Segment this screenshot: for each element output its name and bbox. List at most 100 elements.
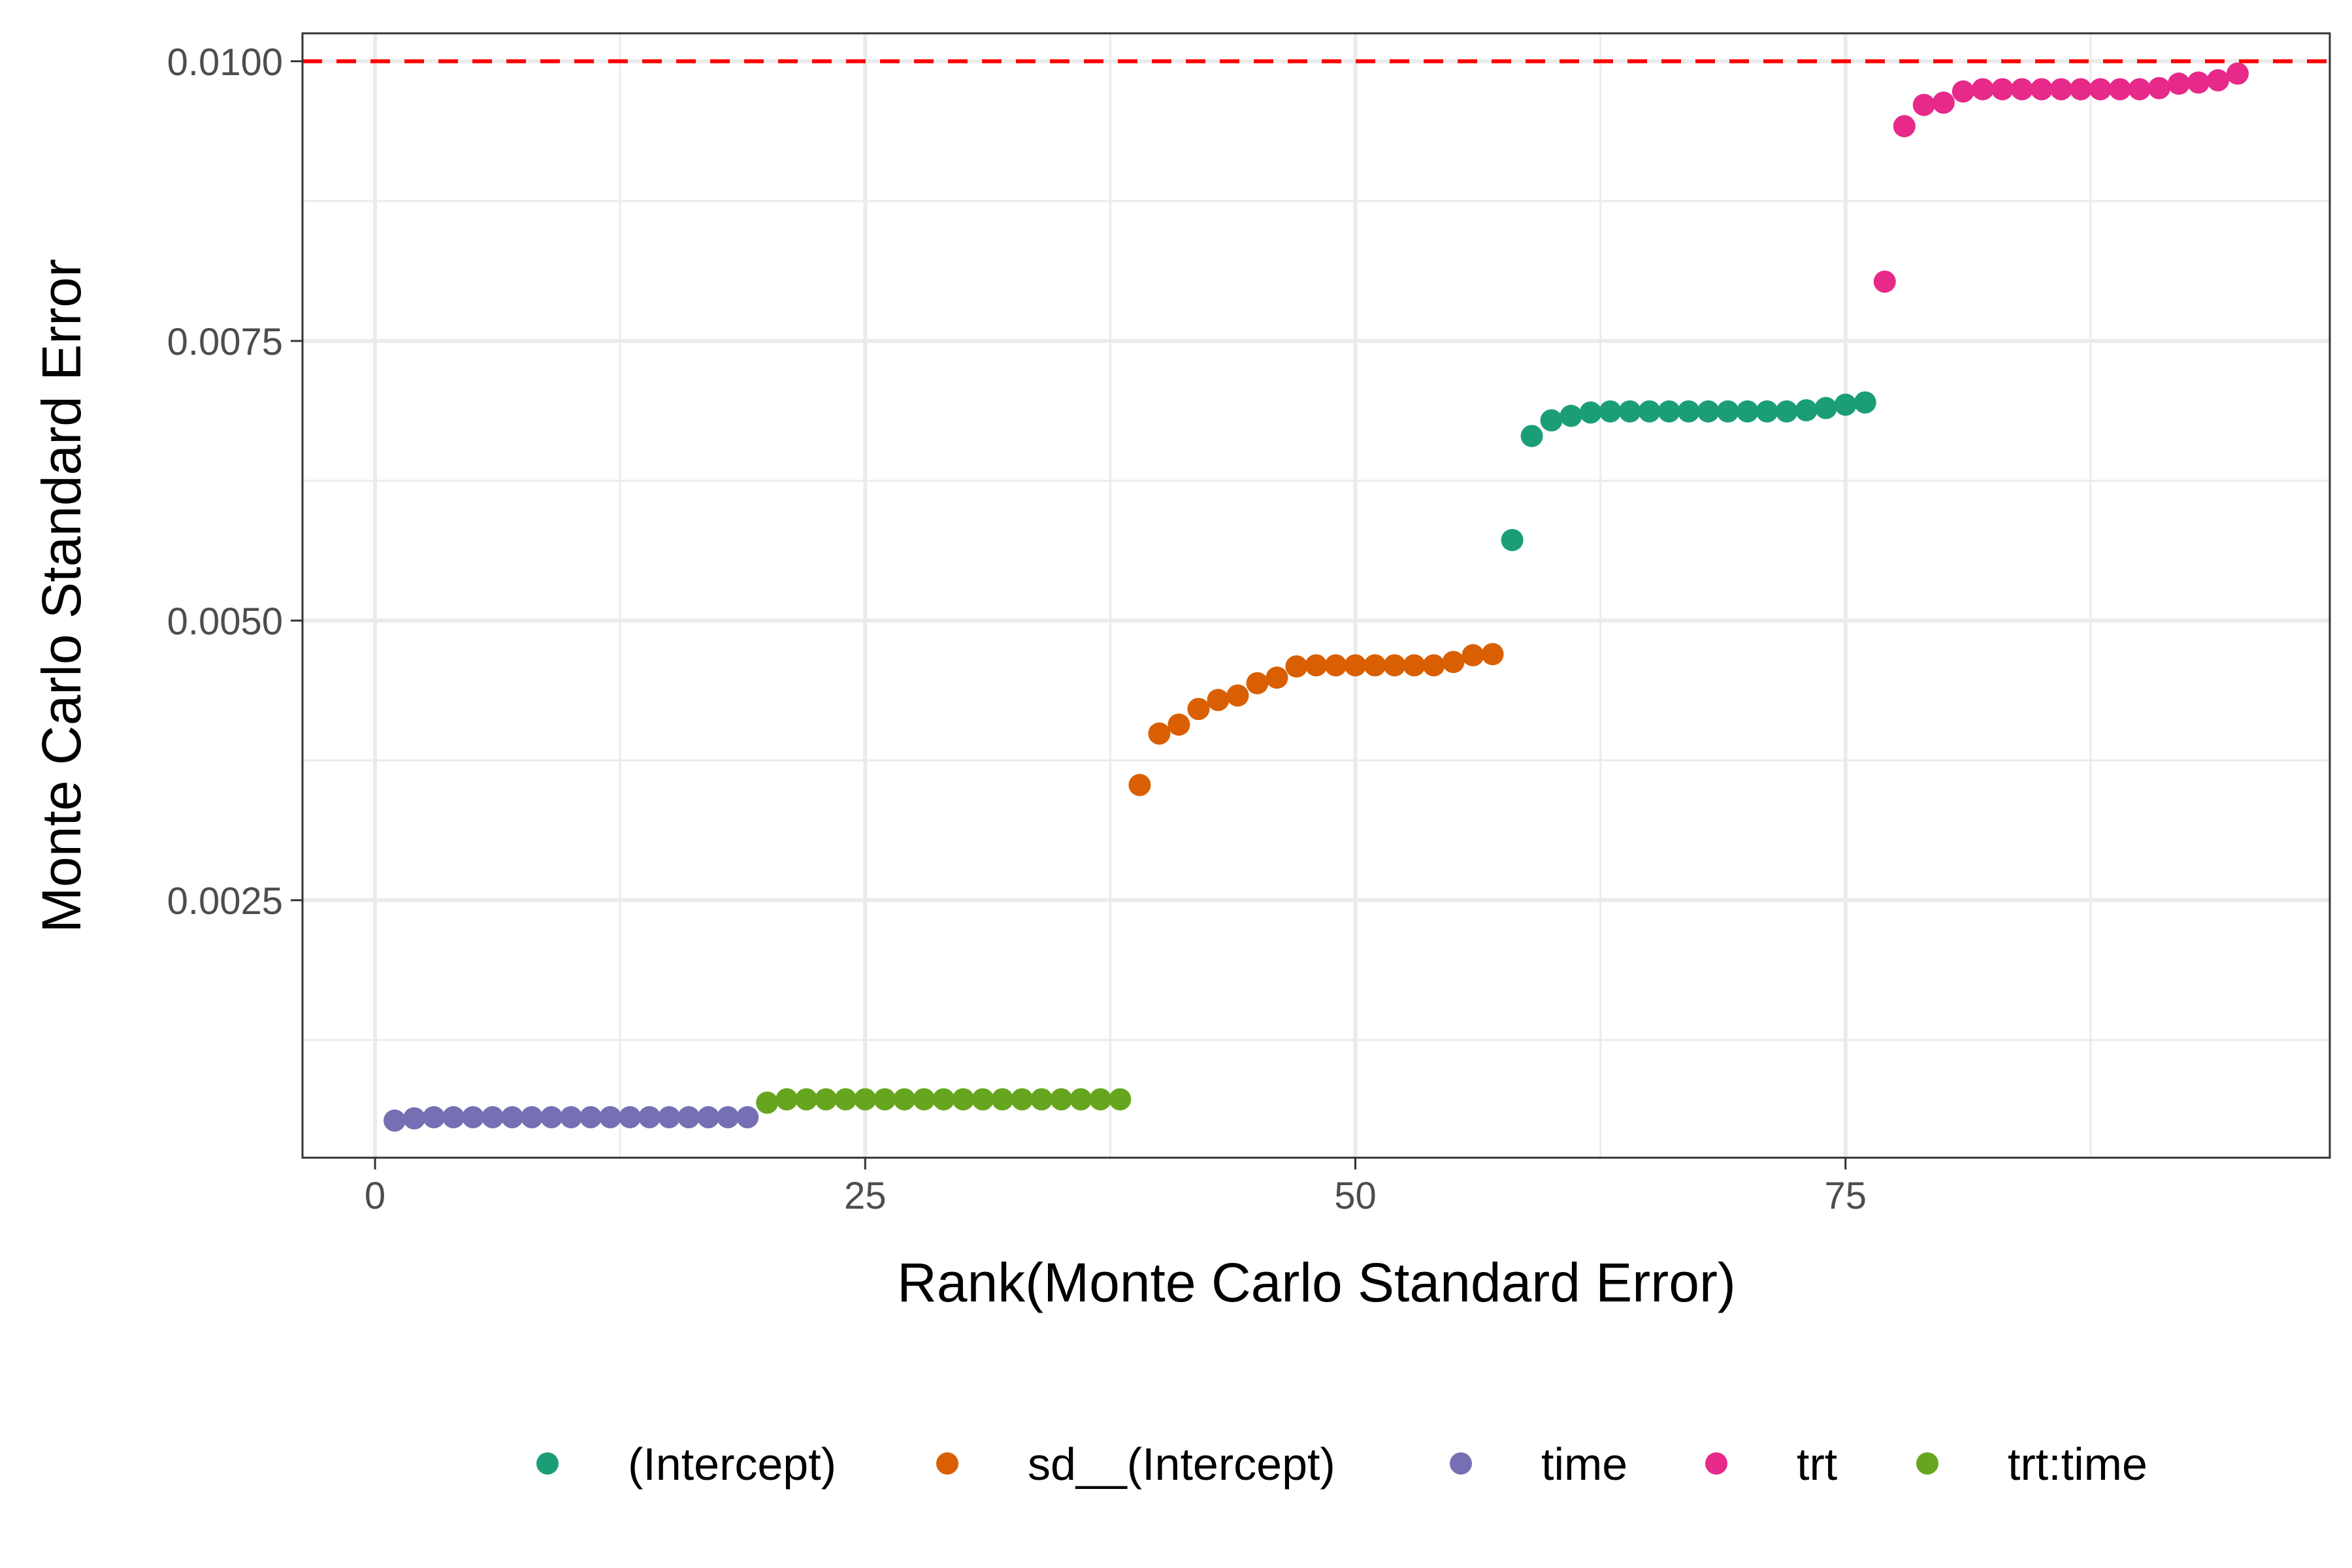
y-tick-label: 0.0100 [167,41,283,84]
data-point [756,1091,779,1114]
data-point [1658,400,1680,423]
data-point [384,1109,406,1132]
y-tick-label: 0.0025 [167,880,283,923]
legend-key [1450,1452,1472,1475]
data-point [991,1088,1014,1111]
data-point [952,1088,975,1111]
data-point [1364,654,1386,677]
data-point [1462,644,1484,666]
legend-label: (Intercept) [628,1439,836,1490]
data-point [893,1088,916,1111]
data-point [1442,651,1465,674]
data-point [1893,115,1916,138]
x-tick-label: 0 [365,1175,385,1217]
data-point [482,1106,504,1129]
data-point [2089,78,2112,101]
plot-panel-border [301,32,2331,1159]
data-point [2069,78,2092,101]
legend-key [536,1452,559,1475]
legend-key [1705,1452,1727,1475]
data-point [678,1106,700,1129]
data-point [1952,80,1974,103]
x-tick-label: 50 [1334,1175,1377,1217]
legend-label: time [1541,1439,1627,1490]
data-point [1285,655,1308,678]
data-point [1599,400,1622,423]
data-point [1854,391,1876,414]
data-point [1501,529,1524,551]
data-point [776,1088,798,1111]
data-point [1344,654,1367,677]
data-point [501,1106,524,1129]
data-point [1266,666,1288,689]
plot-panel [302,33,2330,1158]
series-3-points [384,1106,759,1132]
data-point [1540,409,1563,432]
data-point [1246,672,1269,694]
data-point [854,1088,877,1111]
data-point [1050,1088,1073,1111]
data-point [2050,78,2072,101]
y-tick-label: 0.0050 [167,600,283,643]
data-point [521,1106,544,1129]
data-point [972,1088,994,1111]
data-point [580,1106,602,1129]
data-point [599,1106,622,1129]
series-5-points [756,1088,1132,1114]
data-point [1011,1088,1034,1111]
data-point [442,1106,465,1129]
y-tick-label: 0.0075 [167,321,283,363]
data-point [2148,76,2170,99]
data-point [1109,1088,1132,1111]
data-point [1971,78,1994,101]
data-point [540,1106,563,1129]
legend-label: trt [1797,1439,1837,1490]
data-point [2010,78,2033,101]
data-point [1736,400,1759,423]
data-point [619,1106,642,1129]
x-axis: 0 25 50 75 [365,1158,1867,1217]
data-point [1324,654,1347,677]
data-point [638,1106,661,1129]
data-point [1168,713,1190,736]
data-point [2030,78,2053,101]
data-point [1207,689,1230,711]
data-point [1148,722,1171,745]
series-4-points [1873,62,2249,293]
data-point [874,1088,896,1111]
data-point [1383,654,1406,677]
data-point [1422,654,1445,677]
data-point [1070,1088,1092,1111]
data-point [1403,654,1426,677]
data-point [1991,78,2014,101]
data-point [1226,684,1249,707]
data-points [384,62,2249,1132]
y-axis-title: Monte Carlo Standard Error [31,259,92,933]
data-point [1912,93,1935,116]
x-axis-title: Rank(Monte Carlo Standard Error) [897,1252,1736,1313]
x-tick-label: 75 [1825,1175,1867,1217]
data-point [913,1088,936,1111]
data-point [403,1107,426,1130]
data-point [2226,62,2249,85]
data-point [1814,397,1837,419]
x-tick-label: 25 [844,1175,887,1217]
data-point [423,1106,446,1129]
data-point [1618,400,1641,423]
major-gridlines [302,33,2330,1158]
data-point [1520,425,1543,448]
data-point [1305,654,1328,677]
data-point [560,1106,583,1129]
data-point [1560,404,1582,427]
data-point [1834,393,1857,416]
data-point [1716,400,1739,423]
data-point [1697,400,1720,423]
data-point [932,1088,955,1111]
data-point [1481,643,1504,666]
data-point [795,1088,818,1111]
data-point [1795,399,1818,421]
data-point [1756,400,1778,423]
minor-gridlines [302,33,2330,1158]
data-point [1677,400,1700,423]
